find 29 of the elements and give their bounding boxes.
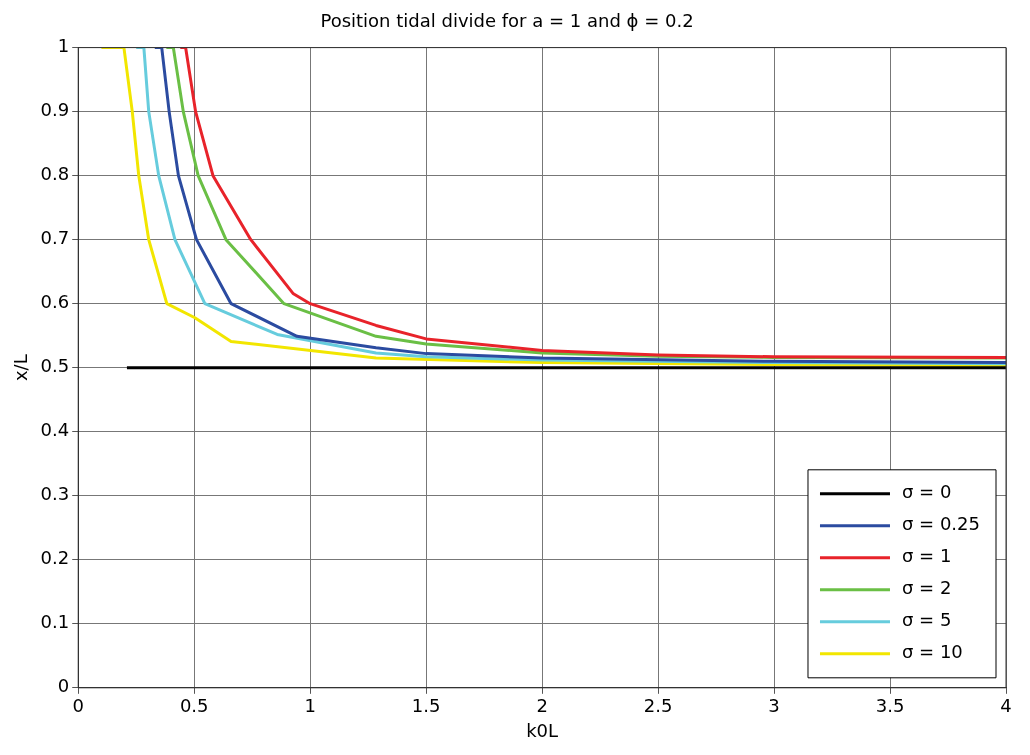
- x-tick-label: 2.5: [643, 695, 673, 717]
- x-tick-label: 0: [72, 695, 84, 717]
- legend-label: σ = 2: [901, 577, 952, 599]
- y-tick-label: 1: [57, 35, 70, 57]
- y-tick-label: 0.6: [40, 291, 70, 313]
- x-axis-title: k0L: [526, 719, 559, 741]
- legend-label: σ = 5: [901, 609, 952, 631]
- legend-label: σ = 1: [901, 545, 952, 567]
- legend-label: σ = 0: [901, 481, 952, 503]
- y-tick-label: 0.9: [40, 99, 70, 121]
- y-tick-label: 0.4: [40, 419, 70, 441]
- y-tick-label: 0.1: [40, 611, 70, 633]
- x-tick-label: 2: [536, 695, 548, 717]
- chart-title: Position tidal divide for a = 1 and ϕ = 0.2: [320, 10, 694, 32]
- y-tick-label: 0.3: [40, 483, 70, 505]
- x-tick-label: 1.5: [411, 695, 441, 717]
- x-tick-label: 3.5: [875, 695, 905, 717]
- legend-label: σ = 10: [901, 641, 963, 663]
- x-tick-label: 0.5: [179, 695, 209, 717]
- x-tick-label: 1: [304, 695, 316, 717]
- x-tick-label: 4: [1000, 695, 1012, 717]
- legend-label: σ = 0.25: [901, 513, 980, 535]
- y-axis-title: x/L: [10, 354, 32, 382]
- y-tick-label: 0.8: [40, 163, 70, 185]
- x-tick-label: 3: [768, 695, 780, 717]
- y-tick-label: 0.2: [40, 547, 70, 569]
- y-tick-label: 0.7: [40, 227, 70, 249]
- y-tick-label: 0: [57, 675, 70, 697]
- y-tick-label: 0.5: [40, 355, 70, 377]
